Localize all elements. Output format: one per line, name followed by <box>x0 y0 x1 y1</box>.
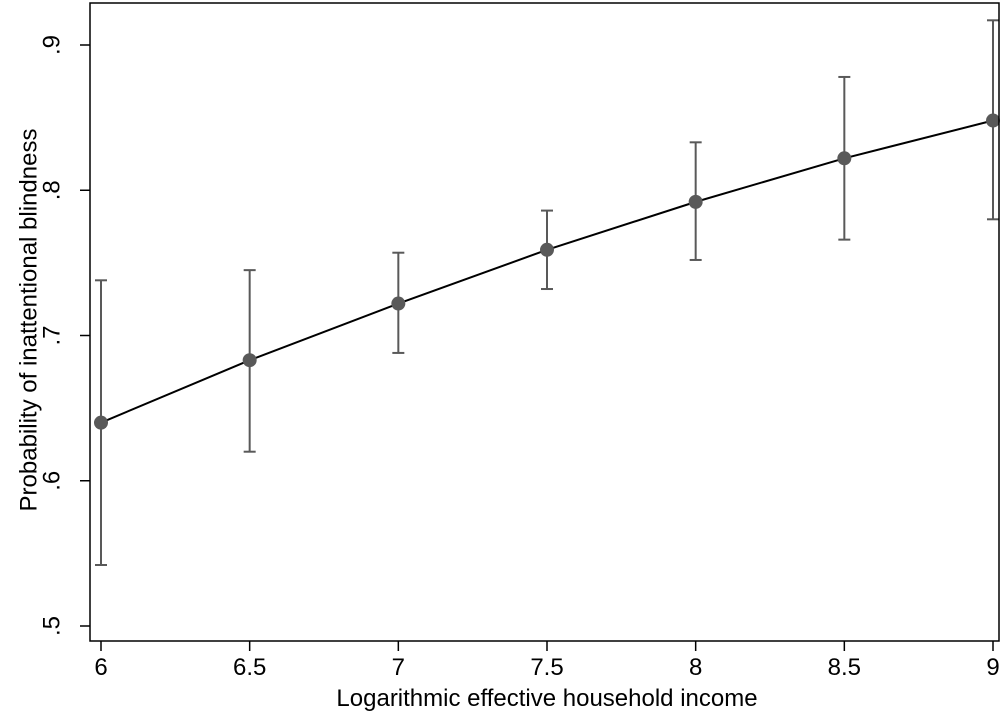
y-axis-title: Probability of inattentional blindness <box>16 129 43 512</box>
x-tick-label: 7.5 <box>530 654 563 681</box>
x-tick-label: 7 <box>392 654 405 681</box>
y-tick-label: .5 <box>39 616 66 636</box>
x-tick-label: 9 <box>986 654 999 681</box>
data-point <box>837 151 852 166</box>
y-tick-label: .8 <box>39 180 66 200</box>
data-point <box>540 242 554 257</box>
data-point <box>688 194 703 209</box>
x-axis: 6 6.5 7 7.5 8 8.5 9 <box>94 641 1000 681</box>
x-tick-label: 8.5 <box>828 654 861 681</box>
y-axis: .5 .6 .7 .8 .9 <box>39 35 90 636</box>
plot-frame <box>89 2 1000 642</box>
y-tick-label: .7 <box>39 325 66 345</box>
data-markers <box>94 113 1000 430</box>
y-tick-label: .9 <box>39 35 66 55</box>
data-point <box>391 296 406 311</box>
x-tick-label: 6 <box>94 654 107 681</box>
data-point <box>242 353 257 368</box>
x-axis-title: Logarithmic effective household income <box>336 685 757 712</box>
data-point <box>986 113 1000 128</box>
y-tick-label: .6 <box>39 471 66 491</box>
data-point <box>94 415 108 430</box>
x-tick-label: 6.5 <box>233 654 266 681</box>
x-tick-label: 8 <box>689 654 702 681</box>
